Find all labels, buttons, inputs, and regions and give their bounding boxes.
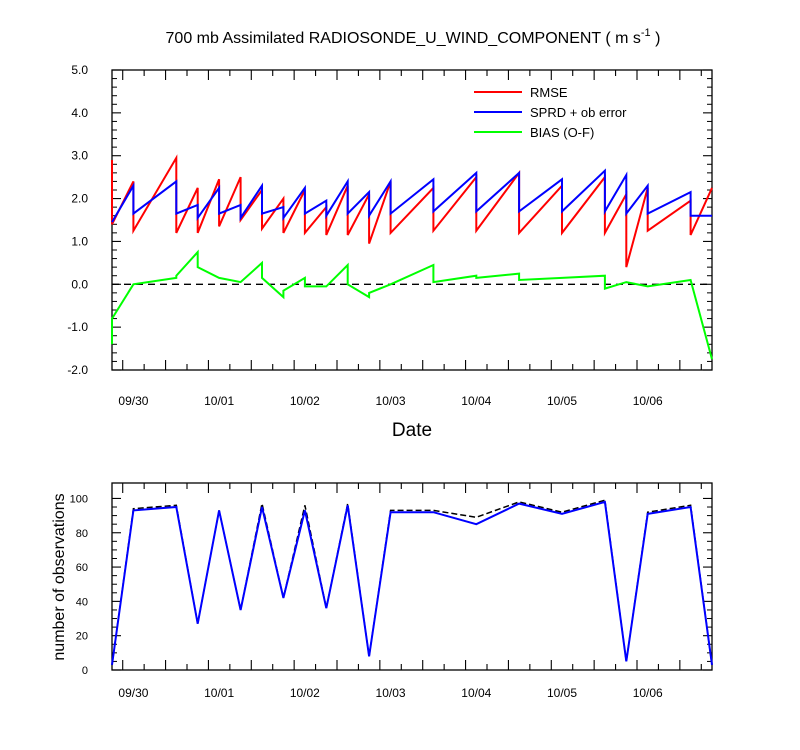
bottom-xtick-label: 10/06 — [633, 686, 663, 700]
series-line-bias-o-f — [111, 249, 713, 360]
bottom-ytick-label: 80 — [76, 528, 88, 540]
legend-label: RMSE — [530, 85, 568, 100]
top-ytick-label: -2.0 — [67, 363, 88, 377]
top-chart-axes: -2.0 -1.0 0.0 1.0 2.0 3.0 4.0 5.0 09/30 10/01 10/0… — [67, 63, 712, 408]
bottom-xtick-label: 10/04 — [461, 686, 491, 700]
bottom-ytick-label: 20 — [76, 631, 88, 643]
top-xtick-label: 09/30 — [118, 394, 148, 408]
bottom-chart-frame — [111, 482, 713, 671]
bottom-ytick-label: 100 — [70, 493, 88, 505]
top-ytick-label: 3.0 — [71, 149, 88, 163]
bottom-xtick-label: 10/02 — [290, 686, 320, 700]
top-ytick-label: 5.0 — [71, 63, 88, 77]
top-chart-title: 700 mb Assimilated RADIOSONDE_U_WIND_COM… — [166, 27, 661, 47]
top-ytick-label: 1.0 — [71, 234, 88, 248]
top-xtick-label: 10/02 — [290, 394, 320, 408]
top-chart-series — [111, 154, 713, 360]
top-xtick-label: 10/04 — [461, 394, 491, 408]
bottom-chart-axes: 0 20 40 60 80 100 09/30 10/01 10/02 10/03 10/04 10/… — [70, 483, 712, 700]
top-xtick-label: 10/03 — [376, 394, 406, 408]
top-xtick-label: 10/06 — [633, 394, 663, 408]
series-line-sprd-ob-error — [111, 168, 712, 223]
bottom-chart-ylabel: number of observations — [51, 493, 68, 660]
bottom-xtick-label: 10/05 — [547, 686, 577, 700]
top-chart-xlabel: Date — [392, 420, 432, 441]
series-line-rmse — [111, 154, 713, 268]
series-line-assimilated — [111, 500, 713, 666]
legend-label: SPRD + ob error — [530, 105, 627, 120]
top-ytick-label: 4.0 — [71, 106, 88, 120]
bottom-ytick-label: 40 — [76, 596, 88, 608]
bottom-xtick-label: 10/03 — [376, 686, 406, 700]
legend-label: BIAS (O-F) — [530, 125, 594, 140]
top-chart-legend: RMSE SPRD + ob error BIAS (O-F) — [474, 85, 627, 140]
bottom-xtick-label: 09/30 — [118, 686, 148, 700]
top-ytick-label: -1.0 — [67, 320, 88, 334]
bottom-xtick-label: 10/01 — [204, 686, 234, 700]
bottom-chart-series — [111, 499, 713, 666]
top-ytick-label: 2.0 — [71, 192, 88, 206]
top-ytick-label: 0.0 — [71, 277, 88, 291]
bottom-ytick-label: 60 — [76, 562, 88, 574]
top-xtick-label: 10/05 — [547, 394, 577, 408]
top-xtick-label: 10/01 — [204, 394, 234, 408]
series-line-possible — [111, 499, 713, 666]
bottom-ytick-label: 0 — [82, 665, 88, 677]
